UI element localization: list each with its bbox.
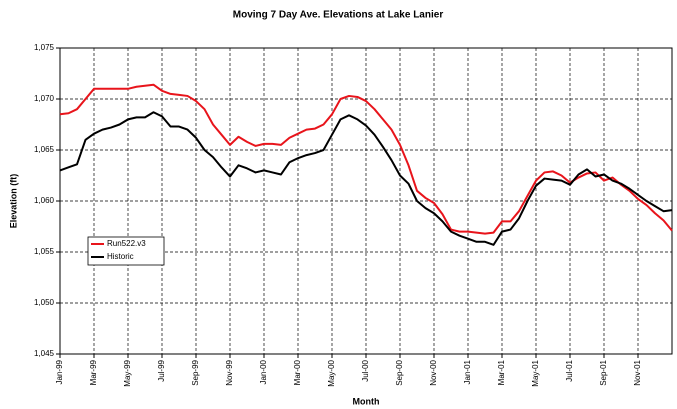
x-tick-label: Mar-99	[89, 359, 98, 385]
x-tick-label: Sep-00	[395, 359, 404, 385]
x-tick-label: Jan-00	[259, 359, 268, 384]
x-tick-label: Jan-01	[463, 359, 472, 384]
x-tick-label: Nov-99	[225, 359, 234, 385]
series-line	[59, 111, 673, 246]
x-tick-label: Mar-01	[497, 359, 506, 385]
x-tick-label: Jul-99	[157, 359, 166, 381]
x-tick-label: Mar-00	[293, 359, 302, 385]
series-line	[59, 83, 673, 235]
y-tick-label: 1,050	[34, 298, 55, 307]
legend-label: Run522.v3	[107, 239, 146, 248]
x-tick-label: May-99	[123, 359, 132, 386]
y-tick-label: 1,045	[34, 349, 55, 358]
plot-frame	[59, 47, 673, 355]
x-tick-label: Jul-01	[565, 359, 574, 381]
x-tick-label: Sep-99	[191, 359, 200, 385]
x-tick-label: Nov-00	[429, 359, 438, 385]
chart-title: Moving 7 Day Ave. Elevations at Lake Lan…	[233, 10, 444, 21]
x-tick-label: Jan-99	[55, 359, 64, 384]
legend-box	[87, 236, 165, 266]
legend: Run522.v3 Historic	[87, 236, 165, 266]
y-tick-label: 1,070	[34, 94, 55, 103]
x-tick-label: May-01	[531, 359, 540, 386]
x-tick-label: May-00	[327, 359, 336, 386]
x-tick-label: Sep-01	[599, 359, 608, 385]
y-tick-label: 1,055	[34, 247, 55, 256]
x-tick-label: Nov-01	[633, 359, 642, 385]
x-axis-title: Month	[353, 396, 380, 406]
y-tick-label: 1,075	[34, 43, 55, 52]
y-tick-label: 1,065	[34, 145, 55, 154]
x-tick-label: Jul-00	[361, 359, 370, 381]
legend-label: Historic	[107, 252, 134, 261]
y-axis-title: Elevation (ft)	[8, 174, 18, 229]
y-tick-label: 1,060	[34, 196, 55, 205]
